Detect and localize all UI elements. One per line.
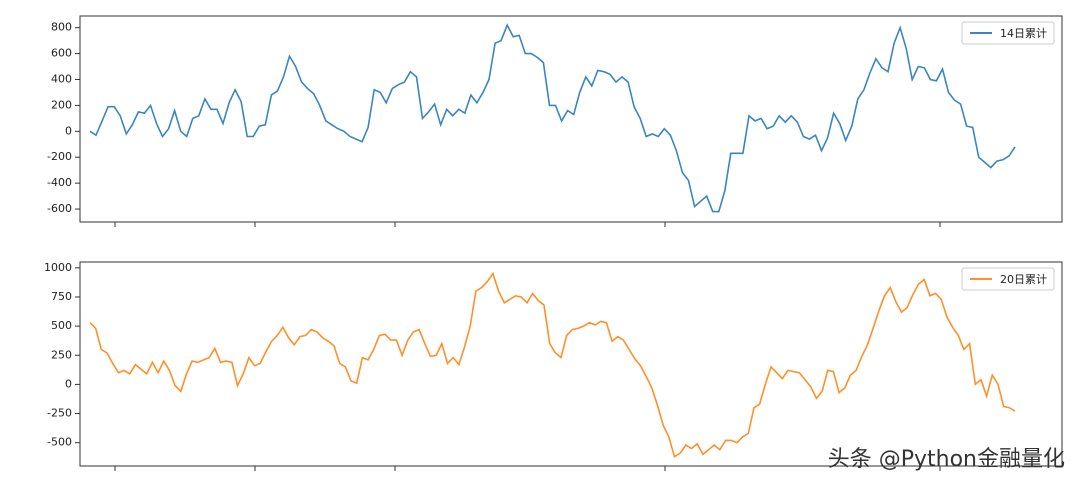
y-tick-label: -500 bbox=[47, 436, 72, 449]
y-tick-label: -400 bbox=[47, 176, 72, 189]
plot-area bbox=[79, 15, 1063, 223]
y-tick-label: -200 bbox=[47, 150, 72, 163]
y-tick-label: 750 bbox=[51, 290, 72, 303]
legend-box bbox=[961, 267, 1055, 291]
plot-area bbox=[79, 261, 1063, 467]
y-tick-label: 800 bbox=[51, 21, 72, 34]
y-tick-label: -250 bbox=[47, 407, 72, 420]
y-tick-label: 0 bbox=[65, 377, 72, 390]
y-tick-label: -600 bbox=[47, 202, 72, 215]
legend-label: 20日累计 bbox=[1000, 273, 1047, 286]
legend-box bbox=[961, 21, 1055, 45]
y-tick-label: 400 bbox=[51, 72, 72, 85]
y-tick-label: 1000 bbox=[44, 261, 72, 274]
watermark: 头条 @Python金融量化 bbox=[828, 447, 1065, 472]
y-tick-label: 200 bbox=[51, 98, 72, 111]
line-series bbox=[89, 271, 1016, 458]
y-tick-label: 250 bbox=[51, 348, 72, 361]
legend-label: 14日累计 bbox=[1000, 27, 1047, 40]
y-tick-label: 600 bbox=[51, 47, 72, 60]
y-tick-label: 500 bbox=[51, 319, 72, 332]
y-tick-label: 0 bbox=[65, 124, 72, 137]
line-series bbox=[89, 23, 1016, 213]
x-ticks bbox=[114, 222, 941, 471]
